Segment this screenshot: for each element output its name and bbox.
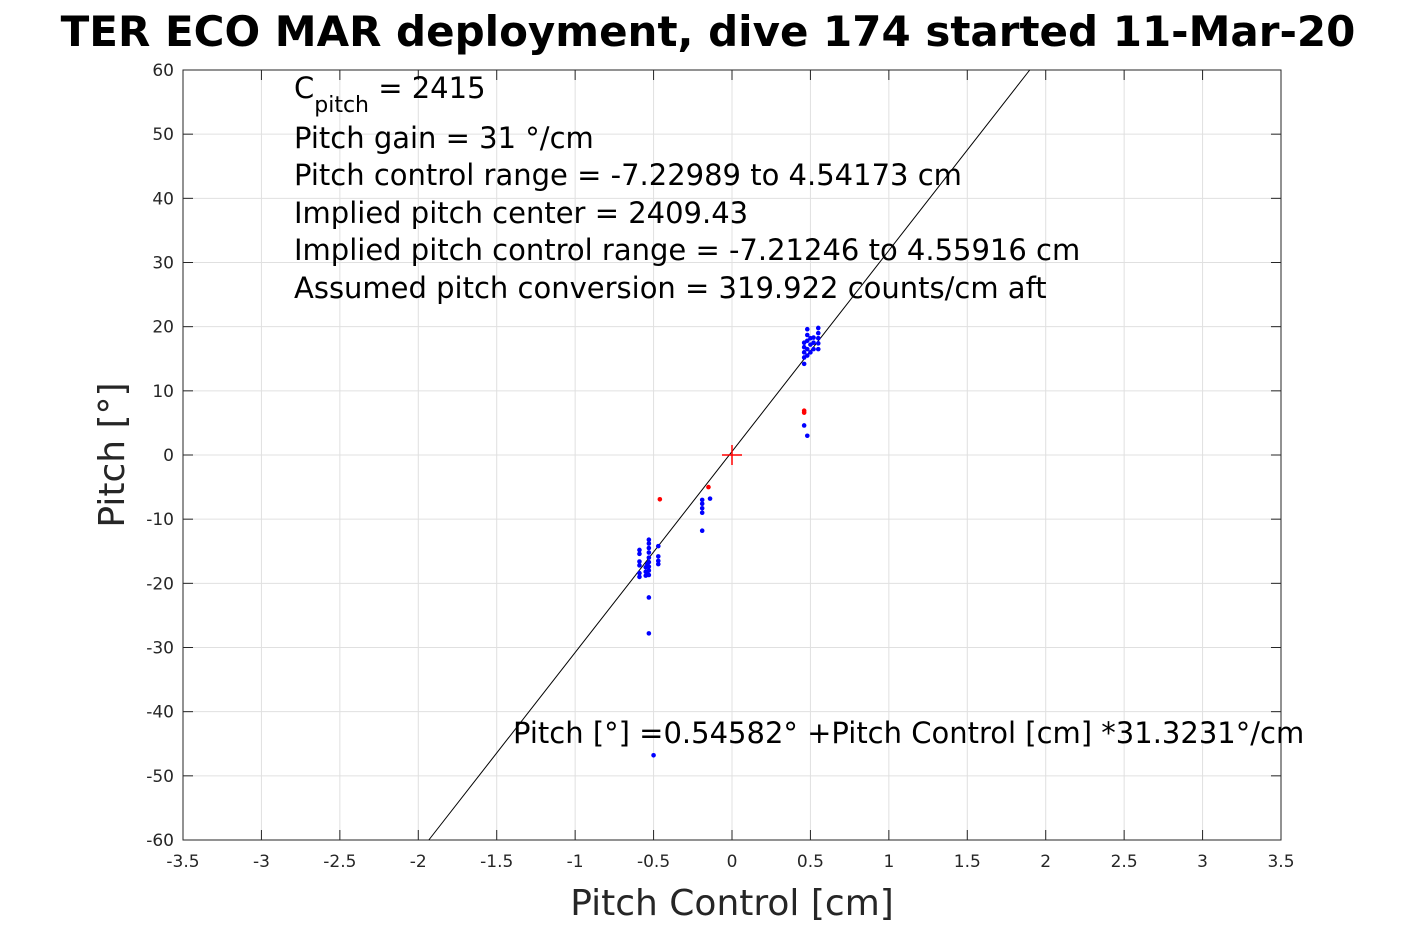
data-point: [646, 541, 652, 546]
fit-equation-label: Pitch [°] =0.54582° +Pitch Control [cm] …: [513, 716, 1304, 750]
data-point: [637, 570, 642, 576]
annotation-assumed-pitch-conversion: Assumed pitch conversion = 319.922 count…: [294, 271, 1047, 305]
data-point: [801, 350, 807, 355]
x-tick-label: 1: [883, 852, 894, 872]
data-point: [637, 559, 642, 564]
y-tick-label: 30: [152, 254, 174, 274]
annotation-implied-pitch-center: Implied pitch center = 2409.43: [294, 196, 748, 230]
data-point: [811, 346, 816, 352]
data-point: [699, 501, 705, 507]
annotation-pitch-gain: Pitch gain = 31 °/cm: [294, 121, 594, 155]
y-axis-label: Pitch [°]: [92, 382, 133, 527]
data-point: [801, 423, 807, 428]
data-point: [804, 433, 810, 439]
grid-lines: [182, 69, 1282, 841]
data-point: [811, 335, 816, 340]
data-point: [646, 572, 652, 578]
data-point: [815, 341, 821, 346]
data-point: [655, 561, 661, 567]
data-point: [655, 558, 661, 564]
data-point: [646, 555, 652, 560]
c-pitch-subscript: pitch: [314, 93, 369, 118]
center-marker-group: [722, 445, 742, 465]
data-point: [699, 510, 705, 516]
y-tick-label: -30: [146, 639, 174, 659]
x-tick-label: -2: [410, 852, 427, 872]
x-tick-label: 3.5: [1267, 852, 1294, 872]
data-point: [804, 338, 810, 344]
annotation-pitch-control-range: Pitch control range = -7.22989 to 4.5417…: [294, 158, 962, 192]
y-tick-label: 50: [152, 125, 174, 145]
data-point: [637, 547, 642, 553]
data-point: [801, 361, 807, 367]
y-tick-label: -50: [146, 767, 174, 787]
x-axis-label: Pitch Control [cm]: [570, 883, 894, 924]
data-point: [699, 497, 705, 503]
x-tick-label: -3: [253, 852, 270, 872]
data-point: [815, 325, 821, 331]
axis-ticks: -3.5 -3 -2.5 -2 -1.5 -1 -0.5 0 0.5 1 1.5 2 2.5 3 3.5 60…: [146, 61, 1294, 872]
data-point: [707, 496, 713, 501]
data-point: [637, 551, 642, 557]
x-tick-label: 3: [1197, 852, 1208, 872]
y-tick-label: 0: [163, 446, 174, 466]
data-point: [655, 554, 661, 559]
data-point: [699, 528, 705, 534]
data-point: [646, 631, 652, 636]
x-tick-label: -1: [567, 852, 584, 872]
y-tick-label: -60: [146, 831, 174, 851]
c-pitch-value: = 2415: [369, 71, 486, 105]
y-tick-label: -40: [146, 703, 174, 723]
data-point: [808, 350, 813, 355]
c-pitch-annotation: Cpitch = 2415: [294, 71, 486, 118]
x-tick-label: -2.5: [323, 852, 356, 872]
x-tick-label: 0: [727, 852, 738, 872]
data-point: [646, 537, 652, 542]
data-point: [815, 346, 821, 352]
data-point: [815, 335, 821, 341]
data-point: [804, 326, 810, 332]
y-tick-label: -10: [146, 510, 174, 530]
data-point: [646, 550, 652, 555]
x-tick-label: 0.5: [797, 852, 824, 872]
data-point: [811, 340, 816, 346]
x-tick-label: -1.5: [480, 852, 513, 872]
y-tick-label: 60: [152, 61, 174, 81]
y-tick-label: 40: [152, 189, 174, 209]
c-pitch-symbol: C: [294, 71, 314, 105]
data-point: [804, 353, 810, 358]
data-point: [655, 543, 661, 549]
data-point: [646, 559, 652, 565]
data-points: [637, 325, 821, 758]
x-tick-label: 1.5: [954, 852, 981, 872]
data-point: [637, 563, 642, 568]
data-point: [637, 574, 642, 580]
y-tick-label: 10: [152, 382, 174, 402]
data-point: [801, 410, 807, 415]
data-point: [651, 753, 656, 758]
annotation-implied-pitch-control-range: Implied pitch control range = -7.21246 t…: [294, 233, 1080, 267]
data-point: [706, 484, 711, 490]
data-point: [657, 496, 663, 502]
x-tick-label: 2: [1040, 852, 1051, 872]
x-tick-label: -0.5: [637, 852, 670, 872]
data-point: [646, 545, 652, 551]
data-point: [646, 568, 652, 573]
data-point: [646, 595, 652, 600]
x-tick-label: -3.5: [166, 852, 199, 872]
data-point: [804, 332, 810, 338]
data-point: [646, 564, 652, 569]
chart-title: TER ECO MAR deployment, dive 174 started…: [61, 7, 1356, 56]
data-point: [815, 330, 821, 336]
y-tick-label: -20: [146, 574, 174, 594]
y-tick-label: 20: [152, 318, 174, 338]
x-tick-label: 2.5: [1111, 852, 1138, 872]
data-point: [699, 505, 705, 511]
data-point: [804, 346, 810, 352]
